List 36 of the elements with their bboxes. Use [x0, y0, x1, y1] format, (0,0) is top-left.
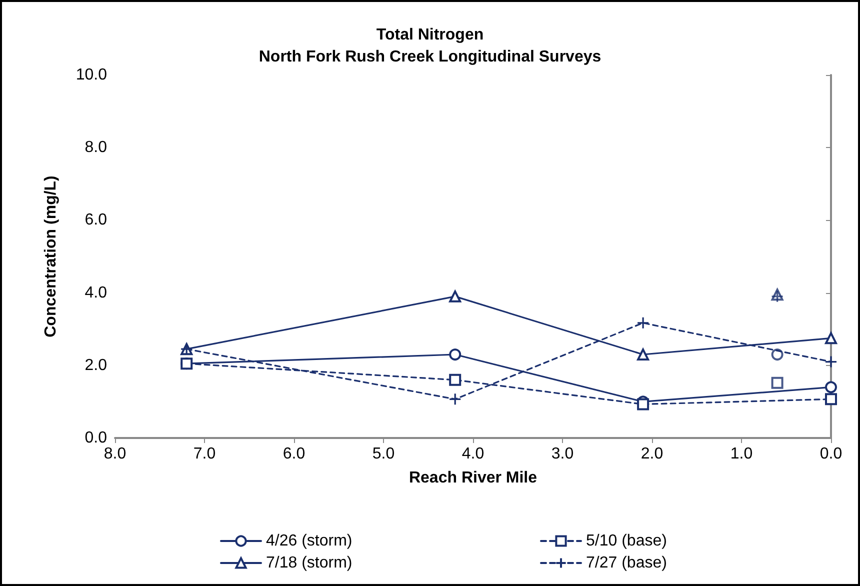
point: [449, 290, 462, 302]
point: [449, 374, 462, 386]
legend-label: 7/27 (base): [586, 554, 667, 572]
x-tick-label: 3.0: [551, 446, 574, 462]
x-tick-label: 0.0: [820, 446, 842, 462]
point: [825, 381, 837, 394]
legend-label: 5/10 (base): [586, 532, 667, 550]
chart-subtitle: North Fork Rush Creek Longitudinal Surveys: [258, 48, 602, 66]
legend-label: 4/26 (storm): [266, 532, 352, 550]
y-tick-label: 2.0: [84, 356, 108, 374]
y-tick-label: 10.0: [76, 66, 108, 84]
point: [637, 398, 650, 410]
y-tick-label: 8.0: [84, 139, 108, 156]
point: [180, 358, 193, 370]
point: [825, 332, 837, 344]
point: [824, 355, 838, 368]
point: [636, 316, 650, 330]
point: [637, 348, 650, 361]
x-tick-label: 4.0: [462, 446, 484, 462]
y-tick-label: 4.0: [84, 284, 108, 302]
chart-title: Total Nitrogen: [376, 26, 484, 44]
x-tick-label: 1.0: [730, 446, 753, 462]
x-tick-label: 5.0: [372, 446, 395, 462]
y-tick-label: 6.0: [84, 212, 108, 229]
x-axis-title: Reach River Mile: [408, 470, 538, 486]
point: [448, 392, 462, 406]
x-tick-label: 6.0: [282, 446, 306, 462]
x-tick-label: 8.0: [104, 446, 126, 462]
point: [771, 376, 784, 389]
x-tick-label: 2.0: [640, 446, 664, 462]
x-tick-label: 7.0: [193, 446, 216, 462]
y-tick-label: 0.0: [84, 430, 108, 446]
y-axis-title: Concentration (mg/L): [42, 176, 60, 338]
point: [449, 348, 462, 361]
point: [825, 393, 837, 406]
legend-label: 7/18 (storm): [266, 554, 352, 572]
